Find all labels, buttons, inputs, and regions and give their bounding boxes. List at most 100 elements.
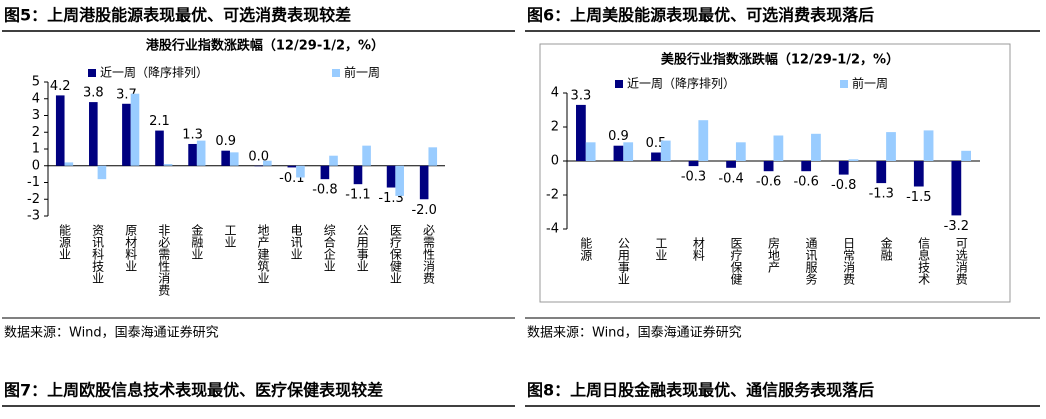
chart-title: 港股行业指数涨跌幅（12/29-1/2，%） [146, 38, 384, 54]
value-label: 2.1 [149, 114, 170, 129]
bar [419, 165, 429, 200]
x-tick-label: 工业 [654, 237, 668, 261]
x-tick-label: 房地产 [767, 236, 781, 274]
value-label: -3.2 [944, 219, 969, 234]
x-tick-label: 通讯服务 [804, 237, 818, 285]
x-tick-label: 金融 [879, 236, 893, 262]
source: 数据来源：Wind，国泰海通证券研究 [4, 325, 219, 341]
value-label: -0.8 [312, 183, 337, 198]
bar [130, 93, 140, 166]
y-tick-label: 2 [32, 125, 40, 140]
y-tick-label: -2 [27, 192, 40, 207]
bar [64, 162, 74, 166]
legend-swatch [88, 69, 96, 77]
bar [613, 145, 624, 161]
bar [848, 159, 859, 161]
bar [735, 142, 746, 161]
legend-label: 近一周（降序排列） [627, 76, 735, 91]
bar [55, 95, 65, 166]
x-tick-label: 工业 [223, 224, 237, 248]
x-tick-label: 综合企业 [322, 224, 336, 272]
legend-swatch [615, 80, 623, 88]
legend-label: 前一周 [344, 65, 380, 80]
bar [773, 135, 784, 161]
value-label: 1.3 [182, 127, 203, 142]
x-tick-label: 金融业 [190, 223, 204, 260]
bar [163, 164, 173, 166]
bar [923, 130, 934, 161]
value-label: -0.6 [793, 175, 818, 190]
bar [763, 161, 774, 172]
bar [660, 140, 671, 161]
source: 数据来源：Wind，国泰海通证券研究 [527, 325, 742, 341]
bar [395, 165, 404, 196]
x-tick-label: 医疗保健业 [388, 224, 402, 284]
bar [576, 104, 586, 161]
bar [362, 145, 371, 166]
bar [155, 130, 164, 166]
bar [428, 147, 438, 166]
value-label: -1.3 [869, 187, 894, 202]
y-tick-label: 2 [551, 120, 559, 135]
value-label: -1.5 [906, 190, 931, 205]
value-label: 0.0 [248, 149, 269, 164]
bar [651, 152, 661, 161]
bar [97, 165, 107, 180]
bar [801, 161, 812, 172]
y-tick-label: 4 [32, 91, 40, 106]
figure-title: 图6：上周美股能源表现最优、可选消费表现落后 [527, 6, 874, 25]
value-label: 0.9 [215, 134, 236, 149]
bar [386, 165, 396, 188]
bar [221, 150, 230, 166]
y-tick-label: 4 [551, 86, 559, 101]
bar [726, 161, 736, 168]
x-tick-label: 材料 [691, 237, 705, 261]
bar [263, 160, 272, 166]
value-label: 4.2 [50, 79, 71, 94]
bar [838, 161, 849, 175]
bar [811, 133, 821, 161]
x-tick-label: 日常消费 [842, 237, 856, 285]
x-tick-label: 必需性消费 [421, 224, 435, 284]
y-tick-label: 0 [32, 158, 40, 173]
bar [196, 140, 206, 166]
y-tick-label: 0 [551, 154, 559, 169]
bar [320, 165, 330, 180]
bar [89, 102, 98, 166]
y-tick-label: -3 [27, 209, 40, 224]
y-tick-label: -1 [27, 175, 40, 190]
y-tick-label: -2 [546, 188, 559, 203]
x-tick-label: 原材料业 [124, 224, 138, 272]
value-label: 3.3 [571, 88, 592, 103]
x-tick-label: 公用事业 [355, 224, 369, 272]
bar [329, 155, 338, 166]
legend-swatch [332, 69, 340, 77]
x-tick-label: 公用事业 [616, 237, 630, 285]
bar [254, 165, 264, 167]
y-tick-label: -4 [546, 222, 559, 237]
bar [698, 120, 709, 161]
legend-swatch [840, 80, 848, 88]
bar [296, 165, 305, 178]
value-label: 0.9 [608, 129, 629, 144]
bar [951, 161, 962, 216]
figure-title: 图7：上周欧股信息技术表现最优、医疗保健表现较差 [4, 381, 383, 400]
chart-frame [539, 43, 1011, 303]
bar [961, 150, 971, 161]
y-tick-label: 5 [32, 75, 40, 90]
legend-label: 前一周 [852, 76, 888, 91]
x-tick-label: 地产建筑业 [256, 224, 270, 284]
x-tick-label: 医疗保健 [729, 237, 743, 285]
x-tick-label: 资讯科技业 [91, 224, 105, 284]
x-tick-label: 非必需性消费 [157, 224, 171, 296]
bar [876, 161, 887, 184]
value-label: -0.3 [681, 170, 706, 185]
bar [585, 142, 596, 161]
value-label: -1.1 [345, 188, 370, 203]
value-label: -0.6 [756, 175, 781, 190]
x-tick-label: 能源业 [58, 224, 72, 260]
x-tick-label: 可选消费 [954, 237, 968, 285]
value-label: -0.8 [831, 178, 856, 193]
y-tick-label: 3 [32, 108, 40, 123]
